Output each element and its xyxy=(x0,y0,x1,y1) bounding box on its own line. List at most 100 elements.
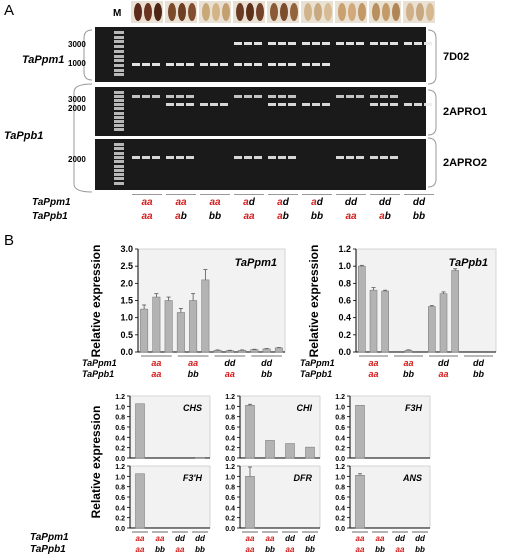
group-label-ppm: dd xyxy=(305,534,316,543)
gel-band xyxy=(166,95,174,98)
genotype-letter: d xyxy=(195,534,201,543)
gel-band xyxy=(414,103,422,106)
genotype-label: aa xyxy=(132,197,162,208)
y-tick-label: 0.0 xyxy=(115,456,125,463)
y-tick-label: 0.0 xyxy=(335,526,345,533)
gel-band xyxy=(322,42,330,45)
group-label-ppm: aa xyxy=(376,534,385,543)
y-tick-label: 0.6 xyxy=(338,296,351,306)
y-tick-label: 0.8 xyxy=(338,278,351,288)
genotype-letter: d xyxy=(285,534,291,543)
gel-band xyxy=(414,42,422,45)
row-label-tappm1: TaPpm1 xyxy=(82,358,117,368)
gel-band xyxy=(114,40,124,44)
genotype-letter: a xyxy=(246,545,251,554)
y-tick-label: 0.4 xyxy=(115,435,125,442)
gel-band xyxy=(210,103,218,106)
genotype-letter: b xyxy=(208,211,215,222)
chart-title: DFR xyxy=(294,473,313,483)
bar xyxy=(189,300,198,353)
gel-band xyxy=(380,95,388,98)
seed-grain xyxy=(280,3,288,21)
group-label-ppb: aa xyxy=(246,545,255,554)
genotype-letter: a xyxy=(270,534,275,543)
group-label-ppm: aa xyxy=(151,358,161,368)
group-label-ppm: aa xyxy=(368,358,378,368)
group-label-ppm: dd xyxy=(438,358,450,368)
genotype-letter: a xyxy=(175,197,181,208)
gel-brackets xyxy=(73,29,437,193)
genotype-letter: b xyxy=(412,211,419,222)
genotype-letter: b xyxy=(200,545,205,554)
genotype-letter: a xyxy=(409,358,414,368)
y-tick-label: 0.4 xyxy=(335,505,345,512)
gel-band xyxy=(114,147,124,151)
seed-grain xyxy=(236,3,244,21)
bar xyxy=(451,270,459,353)
genotype-underline xyxy=(268,194,298,195)
genotype-label: ad xyxy=(234,197,264,208)
genotype-letter: d xyxy=(230,358,236,368)
bar xyxy=(135,473,145,529)
genotype-letter: a xyxy=(368,358,373,368)
genotype-letter: b xyxy=(420,545,425,554)
genotype-underline xyxy=(234,194,264,195)
genotype-letter: d xyxy=(473,358,479,368)
seed-photo xyxy=(335,1,367,23)
gel-band xyxy=(186,95,194,98)
panel-b-label: B xyxy=(4,232,15,249)
group-label-ppm: aa xyxy=(356,534,365,543)
genotype-letter: a xyxy=(136,545,141,554)
group-label-ppb: aa xyxy=(356,545,365,554)
bar xyxy=(274,347,283,353)
y-tick-label: 0.0 xyxy=(120,347,133,357)
seed-grain xyxy=(392,3,400,21)
gel-band xyxy=(268,103,276,106)
genotype-letter: b xyxy=(375,545,380,554)
chart-title: CHI xyxy=(297,403,313,413)
genotype-letter: a xyxy=(345,211,351,222)
genotype-letter: b xyxy=(310,545,315,554)
genotype-letter: b xyxy=(188,369,194,379)
gel-band xyxy=(176,156,184,159)
genotype-label: ab xyxy=(268,211,298,222)
genotype-letter: b xyxy=(180,211,187,222)
genotype-letter: a xyxy=(266,534,271,543)
gene-label-tappm1: TaPpm1 xyxy=(22,54,65,66)
y-tick-label: 0.6 xyxy=(225,495,235,502)
genotype-letter: a xyxy=(136,534,141,543)
gel-band xyxy=(176,103,184,106)
seed-grain xyxy=(426,3,434,21)
genotype-letter: a xyxy=(360,545,365,554)
y-tick-label: 0.2 xyxy=(335,516,345,523)
group-label-ppm: dd xyxy=(195,534,206,543)
gel-band xyxy=(114,103,124,107)
gel-band xyxy=(114,119,124,123)
bar xyxy=(245,476,255,529)
group-label-ppm: dd xyxy=(224,358,236,368)
gel-band xyxy=(166,63,174,66)
gel-band xyxy=(336,156,344,159)
gel-band xyxy=(114,35,124,39)
chart-title: F3H xyxy=(405,403,423,413)
genotype-letter: a xyxy=(160,534,165,543)
group-label-ppb: bb xyxy=(155,545,165,554)
genotype-letter: b xyxy=(265,545,270,554)
gel-band xyxy=(312,42,320,45)
genotype-letter: d xyxy=(248,197,255,208)
gel-band xyxy=(114,127,124,131)
y-tick-label: 0.2 xyxy=(115,516,125,523)
gel-band xyxy=(142,63,150,66)
genotype-label: dd xyxy=(404,197,434,208)
seed-photo xyxy=(267,1,299,23)
y-tick-label: 0.8 xyxy=(335,485,345,492)
genotype-letter: a xyxy=(140,534,145,543)
genotype-letter: d xyxy=(385,197,392,208)
genotype-label: bb xyxy=(302,211,332,222)
genotype-letter: a xyxy=(368,369,373,379)
y-tick-label: 1.2 xyxy=(338,244,351,254)
genotype-letter: a xyxy=(438,369,443,379)
group-label-ppm: dd xyxy=(175,534,186,543)
genotype-letter: a xyxy=(250,545,255,554)
genotype-letter: a xyxy=(215,197,221,208)
